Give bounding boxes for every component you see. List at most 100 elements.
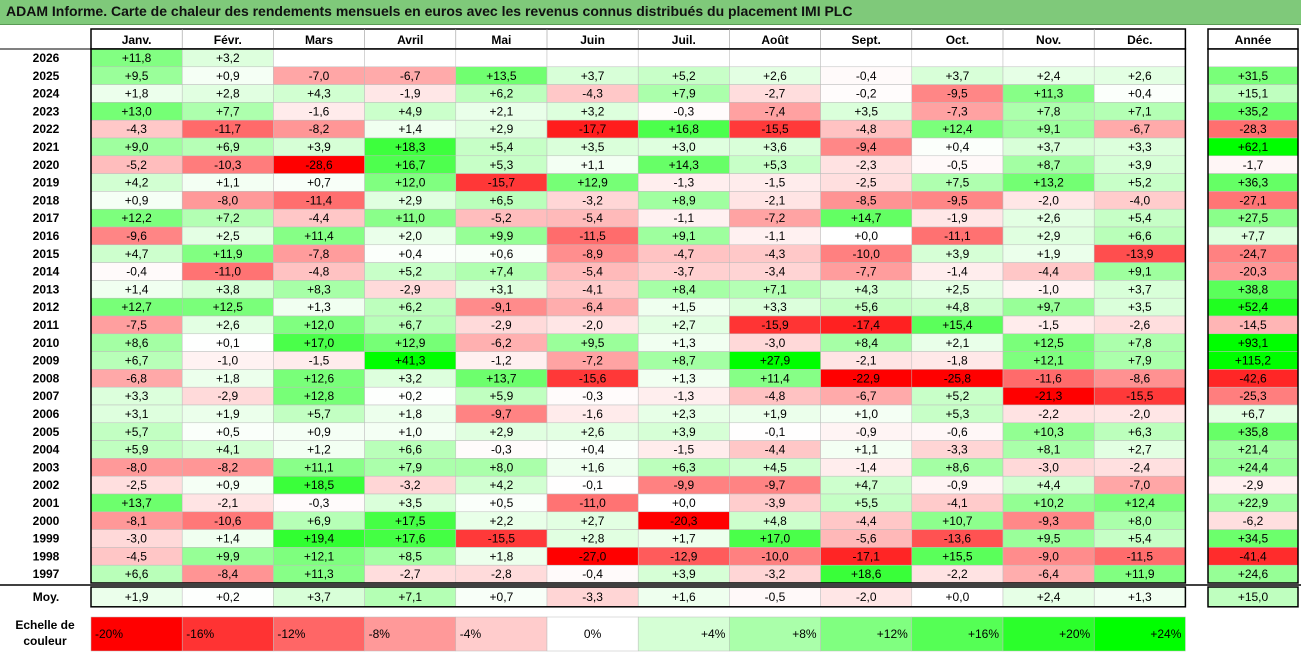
heatmap-cell-value: -1,6 xyxy=(309,104,330,118)
heatmap-cell-value: +8,4 xyxy=(672,282,696,296)
heatmap-cell-value: -2,9 xyxy=(491,318,512,332)
heatmap-cell-value: +3,1 xyxy=(125,407,149,421)
scale-step-label: +24% xyxy=(1150,627,1181,641)
heatmap-cell-value: +0,6 xyxy=(490,247,514,261)
average-annual-value: +15,0 xyxy=(1238,590,1269,604)
row-year-label: 2009 xyxy=(33,354,60,368)
heatmap-cell-value: -11,7 xyxy=(215,122,242,136)
average-cell-value: +7,1 xyxy=(398,590,422,604)
heatmap-cell-value: +10,3 xyxy=(1033,425,1064,439)
heatmap-cell-value: +1,3 xyxy=(672,336,696,350)
heatmap-cell-value: +0,4 xyxy=(946,140,970,154)
heatmap-cell-value: +4,2 xyxy=(125,176,149,190)
heatmap-cell-value: -2,0 xyxy=(1129,407,1150,421)
scale-swatch xyxy=(729,616,821,652)
heatmap-cell-value: +2,3 xyxy=(672,407,696,421)
heatmap-cell-value: -2,1 xyxy=(856,354,877,368)
row-year-label: 2015 xyxy=(33,247,60,261)
heatmap-cell-value: -9,4 xyxy=(856,140,877,154)
heatmap-cell-value: -0,4 xyxy=(126,265,147,279)
heatmap-cell-value: -4,5 xyxy=(126,549,147,563)
annual-cell-value: -28,3 xyxy=(1239,122,1267,136)
heatmap-cell-value: -20,3 xyxy=(670,514,698,528)
annual-cell-value: +115,2 xyxy=(1235,354,1271,368)
heatmap-cell-value: -13,9 xyxy=(1126,247,1154,261)
heatmap-cell-value: -17,1 xyxy=(853,549,881,563)
heatmap-cell-value: +2,9 xyxy=(398,193,422,207)
month-header-label: Avril xyxy=(397,33,423,47)
month-header-label: Nov. xyxy=(1036,33,1061,47)
heatmap-cell-value: +2,9 xyxy=(1037,229,1061,243)
annual-cell xyxy=(1207,48,1299,68)
row-year-label: 2022 xyxy=(33,122,60,136)
heatmap-cell-value: +3,2 xyxy=(581,104,605,118)
heatmap-cell-value: +2,0 xyxy=(398,229,422,243)
heatmap-cell-value: +1,4 xyxy=(125,282,149,296)
heatmap-cell-value: +1,8 xyxy=(125,87,149,101)
heatmap-cell-value: +16,7 xyxy=(395,158,426,172)
heatmap-cell-value: -0,5 xyxy=(947,158,968,172)
heatmap-cell-value: +8,4 xyxy=(854,336,878,350)
annual-cell-value: -42,6 xyxy=(1239,371,1267,385)
heatmap-cell-value: -0,4 xyxy=(856,69,877,83)
heatmap-cell-value: +8,6 xyxy=(125,336,149,350)
scale-step-label: -16% xyxy=(186,627,214,641)
heatmap-cell-value: +3,2 xyxy=(398,371,422,385)
heatmap-cell-value: +4,7 xyxy=(125,247,149,261)
row-year-label: 2003 xyxy=(33,460,60,474)
heatmap-cell-value: -8,2 xyxy=(217,460,238,474)
annual-cell-value: +35,8 xyxy=(1238,425,1269,439)
heatmap-cell-value: +1,3 xyxy=(307,300,331,314)
heatmap-cell-value: +13,7 xyxy=(121,496,152,510)
heatmap-cell-value: -9,7 xyxy=(765,478,786,492)
annual-cell-value: +15,1 xyxy=(1238,87,1269,101)
heatmap-cell-value: -10,3 xyxy=(214,158,242,172)
row-year-label: 1997 xyxy=(33,567,60,581)
month-header-label: Févr. xyxy=(214,33,242,47)
heatmap-cell-value: -5,2 xyxy=(491,211,512,225)
heatmap-cell-value: +15,5 xyxy=(942,549,973,563)
heatmap-cell-value: -12,9 xyxy=(670,549,698,563)
heatmap-cell-value: -10,6 xyxy=(214,514,242,528)
heatmap-cell-value: +5,9 xyxy=(490,389,514,403)
heatmap-cell-value: +5,7 xyxy=(307,407,331,421)
heatmap-cell-value: -3,3 xyxy=(947,443,968,457)
heatmap-cell-value: +3,9 xyxy=(946,247,970,261)
heatmap-cell-value: -4,8 xyxy=(765,389,786,403)
heatmap-cell-value: +3,1 xyxy=(490,282,514,296)
heatmap-cell-value: -0,9 xyxy=(856,425,877,439)
heatmap-cell-value: -8,0 xyxy=(126,460,147,474)
heatmap-cell-value: -2,7 xyxy=(765,87,786,101)
annual-cell-value: +6,7 xyxy=(1241,407,1265,421)
scale-swatch xyxy=(455,616,548,652)
heatmap-cell-value: -8,1 xyxy=(126,514,147,528)
heatmap-cell-value: +5,4 xyxy=(490,140,514,154)
heatmap-cell-value: -0,3 xyxy=(491,443,512,457)
heatmap-cell-value: +3,9 xyxy=(1128,158,1152,172)
heatmap-cell-value: +5,4 xyxy=(1128,532,1152,546)
heatmap-cell-value: +4,2 xyxy=(490,478,514,492)
annual-cell-value: +7,7 xyxy=(1241,229,1265,243)
heatmap-cell-value: -13,6 xyxy=(944,532,972,546)
heatmap-cell-value: +8,0 xyxy=(1128,514,1152,528)
heatmap-cell xyxy=(911,48,1004,68)
heatmap-cell-value: +5,3 xyxy=(946,407,970,421)
heatmap-cell-value: -1,1 xyxy=(765,229,786,243)
heatmap-cell-value: +6,6 xyxy=(1128,229,1152,243)
average-cell-value: +0,2 xyxy=(216,590,240,604)
heatmap-cell-value: +1,1 xyxy=(216,176,240,190)
heatmap-cell-value: -2,1 xyxy=(765,193,786,207)
annual-cell-value: -1,7 xyxy=(1243,158,1264,172)
heatmap-cell-value: +4,4 xyxy=(1037,478,1061,492)
heatmap-cell-value: -7,2 xyxy=(765,211,786,225)
heatmap-cell-value: -4,8 xyxy=(856,122,877,136)
heatmap-cell-value: +9,5 xyxy=(125,69,149,83)
heatmap-cell-value: +1,4 xyxy=(398,122,422,136)
heatmap-cell-value: +3,7 xyxy=(1037,140,1061,154)
average-cell-value: +0,0 xyxy=(946,590,970,604)
heatmap-cell-value: -3,7 xyxy=(673,265,694,279)
heatmap-cell-value: -0,6 xyxy=(947,425,968,439)
heatmap-cell-value: +2,7 xyxy=(581,514,605,528)
heatmap-cell-value: +3,9 xyxy=(672,425,696,439)
heatmap-cell-value: -11,5 xyxy=(1127,549,1154,563)
